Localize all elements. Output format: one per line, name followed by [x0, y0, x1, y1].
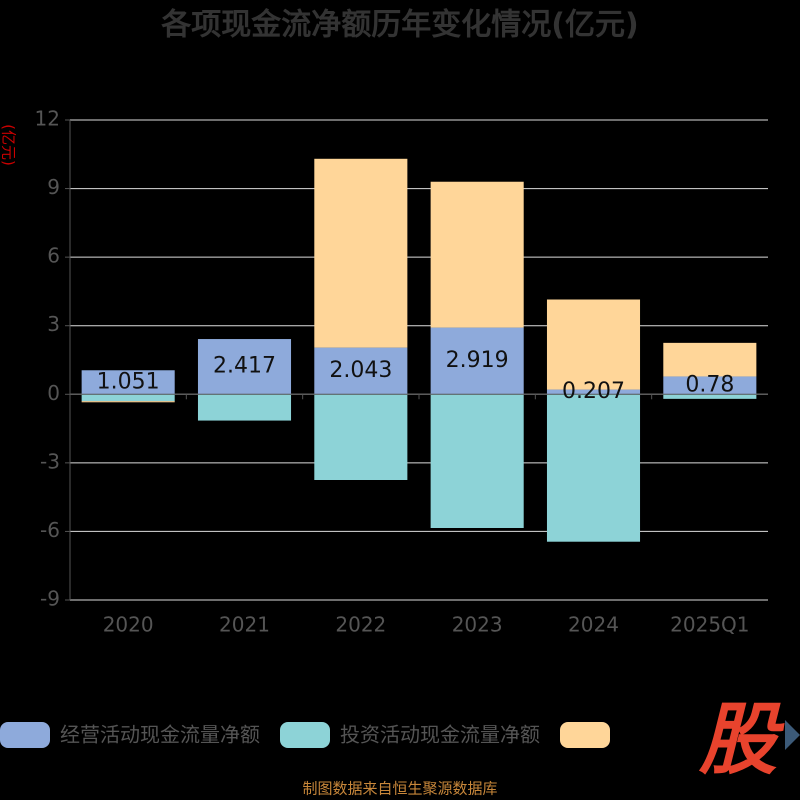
y-tick-label: -3 — [40, 449, 60, 473]
bar-segment — [546, 394, 641, 542]
data-label: 1.051 — [97, 369, 160, 394]
legend-swatch — [560, 722, 610, 748]
bar-segment — [663, 394, 757, 399]
data-label: 0.78 — [685, 372, 734, 397]
bar-segment — [663, 342, 757, 377]
data-label: 2.417 — [213, 354, 276, 379]
y-axis-label: (亿元) — [0, 124, 18, 166]
x-tick-label: 2023 — [452, 613, 503, 637]
bar-segment — [81, 370, 175, 395]
bar-segment — [197, 394, 292, 421]
bar-segment — [430, 394, 524, 528]
bar-segment — [430, 327, 524, 395]
y-tick-label: 3 — [47, 312, 60, 336]
y-tick-label: 0 — [47, 381, 60, 405]
watermark: 股 — [698, 695, 785, 785]
bar-segment — [314, 347, 408, 395]
source-note: 制图数据来自恒生聚源数据库 — [302, 780, 497, 798]
y-tick-label: 12 — [35, 107, 60, 131]
bar-segment — [197, 339, 292, 395]
x-tick-label: 2021 — [219, 613, 270, 637]
bar-segment — [81, 394, 175, 402]
data-label: 2.919 — [446, 348, 509, 373]
legend-label: 经营活动现金流量净额 — [60, 723, 260, 747]
bar-segment — [81, 401, 175, 403]
chart-title: 各项现金流净额历年变化情况(亿元) — [160, 8, 638, 43]
legend-label: 投资活动现金流量净额 — [340, 723, 540, 747]
bar-segment — [546, 389, 641, 395]
y-tick-label: -6 — [40, 518, 60, 542]
bar-segment — [546, 299, 641, 390]
x-tick-label: 2025Q1 — [670, 613, 749, 637]
data-label: 0.207 — [562, 379, 625, 404]
x-tick-label: 2024 — [568, 613, 619, 637]
x-tick-label: 2022 — [335, 613, 386, 637]
legend-swatch — [280, 722, 330, 748]
x-tick-label: 2020 — [103, 613, 154, 637]
bar-segment — [314, 394, 408, 480]
bar-segment — [663, 376, 757, 395]
y-tick-label: 6 — [47, 244, 60, 268]
bar-segment — [430, 181, 524, 328]
legend-arrow[interactable] — [785, 720, 800, 750]
data-label: 2.043 — [329, 358, 392, 383]
bar-segment — [314, 158, 408, 348]
legend-swatch — [0, 722, 50, 748]
y-tick-label: 9 — [47, 175, 60, 199]
y-tick-label: -9 — [40, 587, 60, 611]
